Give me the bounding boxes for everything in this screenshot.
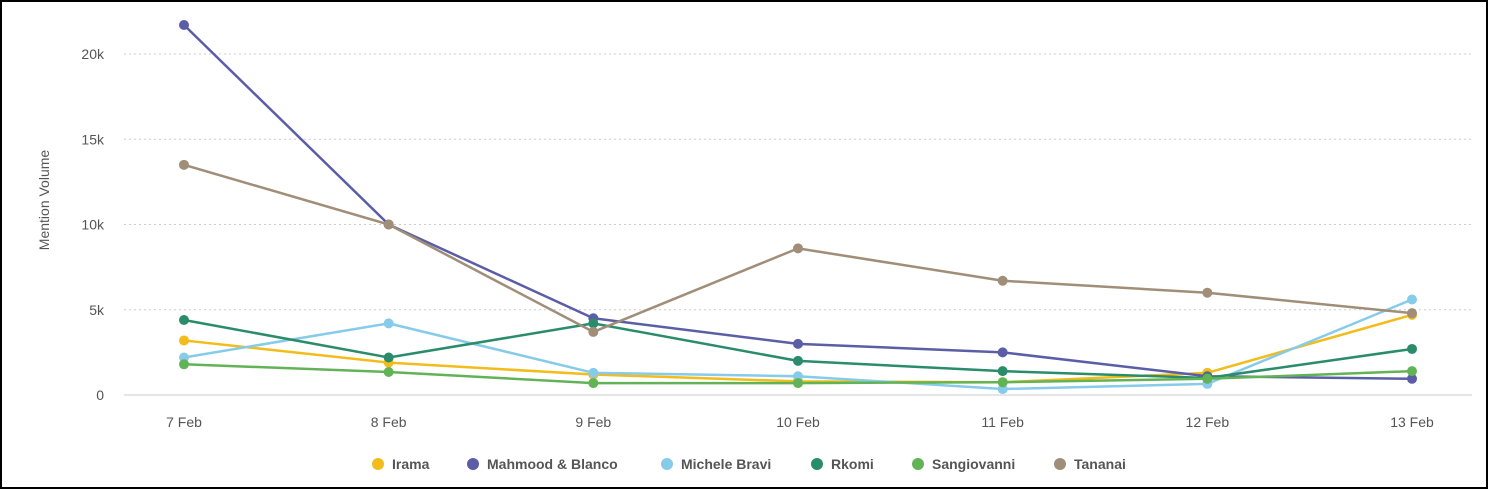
series-mahmood-blanco (179, 20, 1417, 384)
data-point[interactable] (793, 338, 803, 349)
y-tick-label: 10k (81, 217, 105, 233)
legend-label: Tananai (1074, 456, 1126, 472)
legend-item[interactable]: Mahmood & Blanco (467, 456, 618, 472)
data-point[interactable] (1202, 373, 1213, 384)
data-point[interactable] (997, 275, 1008, 286)
legend-label: Sangiovanni (932, 456, 1015, 472)
series-group (179, 20, 1417, 395)
legend-label: Rkomi (831, 456, 874, 472)
data-point[interactable] (1407, 373, 1417, 384)
data-point[interactable] (179, 359, 189, 370)
data-point[interactable] (179, 314, 189, 325)
x-tick-label: 11 Feb (981, 414, 1024, 430)
data-point[interactable] (383, 318, 394, 329)
data-point[interactable] (1407, 294, 1417, 305)
data-point[interactable] (588, 378, 599, 389)
data-point[interactable] (997, 366, 1008, 377)
data-point[interactable] (1407, 366, 1417, 377)
legend-item[interactable]: Tananai (1054, 456, 1126, 472)
y-axis-label: Mention Volume (36, 150, 52, 251)
data-point[interactable] (793, 378, 803, 389)
data-point[interactable] (793, 243, 803, 254)
x-tick-label: 12 Feb (1186, 414, 1230, 430)
legend: Irama Mahmood & Blanco Michele Bravi Rkomi S… (372, 456, 1126, 472)
legend-item[interactable]: Irama (372, 456, 430, 472)
x-tick-label: 13 Feb (1390, 414, 1434, 430)
data-point[interactable] (588, 367, 599, 378)
legend-marker (661, 458, 673, 470)
data-point[interactable] (383, 352, 394, 363)
data-point[interactable] (997, 377, 1008, 388)
legend-marker (467, 458, 479, 470)
data-point[interactable] (383, 366, 394, 377)
series-sangiovanni (179, 359, 1417, 389)
series-tananai (179, 159, 1417, 337)
x-axis-ticks: 7 Feb 8 Feb 9 Feb 10 Feb 11 Feb 12 Feb 13 Feb (166, 414, 1434, 430)
data-point[interactable] (1407, 343, 1417, 354)
legend-marker (372, 458, 384, 470)
legend-marker (912, 458, 924, 470)
legend-marker (811, 458, 823, 470)
data-point[interactable] (588, 318, 599, 329)
data-point[interactable] (179, 159, 189, 170)
y-tick-label: 0 (96, 387, 104, 403)
data-point[interactable] (1407, 308, 1417, 319)
y-tick-label: 20k (81, 46, 105, 62)
series-line (183, 318, 1413, 380)
legend-item[interactable]: Rkomi (811, 456, 874, 472)
data-point[interactable] (588, 326, 599, 337)
data-point[interactable] (179, 335, 189, 346)
x-tick-label: 10 Feb (776, 414, 820, 430)
data-point[interactable] (383, 219, 394, 230)
series-michele-bravi (179, 294, 1417, 395)
legend-item[interactable]: Sangiovanni (912, 456, 1015, 472)
data-point[interactable] (179, 20, 189, 31)
data-point[interactable] (793, 355, 803, 366)
legend-label: Mahmood & Blanco (487, 456, 618, 472)
legend-marker (1054, 458, 1066, 470)
data-point[interactable] (1202, 287, 1213, 298)
y-tick-label: 15k (81, 131, 105, 147)
legend-label: Irama (392, 456, 430, 472)
x-tick-label: 9 Feb (575, 414, 611, 430)
grid (124, 53, 1472, 396)
x-tick-label: 7 Feb (166, 414, 202, 430)
y-axis-ticks: 0 5k 10k 15k 20k (81, 46, 105, 403)
y-tick-label: 5k (89, 302, 105, 318)
legend-item[interactable]: Michele Bravi (661, 456, 771, 472)
data-point[interactable] (997, 347, 1008, 358)
x-tick-label: 8 Feb (371, 414, 407, 430)
legend-label: Michele Bravi (681, 456, 771, 472)
